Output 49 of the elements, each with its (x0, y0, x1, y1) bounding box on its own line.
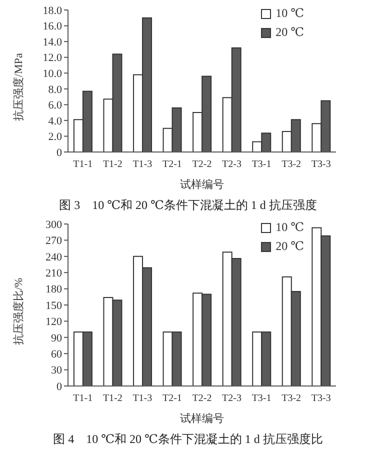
x-tick-label: T1-2 (102, 159, 122, 170)
y-tick-label: 6.0 (48, 100, 62, 112)
x-tick-label: T2-2 (192, 159, 212, 170)
x-tick-label: T3-2 (282, 159, 302, 170)
y-tick-label: 0 (56, 146, 62, 159)
y-tick-label: 180 (46, 284, 62, 296)
x-tick-label: T2-1 (162, 393, 182, 404)
x-axis-title: 试样编号 (180, 412, 224, 425)
y-tick-label: 30 (51, 364, 62, 377)
x-tick-label: T1-1 (73, 159, 93, 170)
x-tick-label: T3-3 (311, 393, 331, 404)
y-tick-label: 150 (46, 300, 62, 312)
y-axis-title: 抗压强度比/% (12, 278, 25, 345)
y-tick-label: 14.0 (42, 36, 62, 48)
x-tick-label: T1-3 (132, 393, 152, 404)
x-tick-label: T1-3 (132, 159, 152, 170)
legend-label: 10 ℃ (276, 220, 304, 235)
x-tick-label: T3-2 (282, 393, 302, 404)
y-tick-label: 10.0 (42, 68, 62, 80)
x-axis-title: 试样编号 (180, 178, 224, 191)
x-tick-label: T1-2 (102, 393, 122, 404)
x-tick-label: T1-1 (73, 393, 93, 404)
x-tick-label: T2-3 (222, 159, 242, 170)
x-tick-label: T3-3 (311, 159, 331, 170)
y-tick-label: 90 (51, 332, 62, 344)
y-tick-label: 18.0 (42, 4, 62, 17)
y-tick-label: 60 (51, 348, 62, 361)
y-tick-label: 300 (46, 218, 62, 231)
legend-label: 20 ℃ (276, 239, 304, 254)
y-axis-title: 抗压强度/MPa (12, 53, 25, 121)
x-tick-label: T2-2 (192, 393, 212, 404)
y-tick-label: 4.0 (48, 115, 62, 128)
text: 图 4 10 ℃和 20 ℃条件下混凝土的 1 d 抗压强度比 (52, 431, 324, 448)
x-tick-label: T3-1 (252, 159, 272, 170)
legend-label: 20 ℃ (276, 25, 304, 40)
legend-label: 10 ℃ (276, 6, 304, 21)
y-tick-label: 12.0 (42, 52, 62, 64)
x-tick-label: T2-1 (162, 159, 182, 170)
y-tick-label: 210 (46, 268, 62, 280)
y-tick-label: 270 (46, 235, 62, 248)
y-tick-label: 120 (46, 316, 62, 328)
y-tick-label: 8.0 (48, 84, 62, 96)
text: 图 3 10 ℃和 20 ℃条件下混凝土的 1 d 抗压强度 (58, 197, 318, 214)
y-tick-label: 0 (56, 380, 62, 393)
y-tick-label: 2.0 (48, 131, 62, 144)
y-tick-label: 16.0 (42, 20, 62, 33)
x-tick-label: T3-1 (252, 393, 272, 404)
y-tick-label: 240 (46, 251, 62, 264)
x-tick-label: T2-3 (222, 393, 242, 404)
